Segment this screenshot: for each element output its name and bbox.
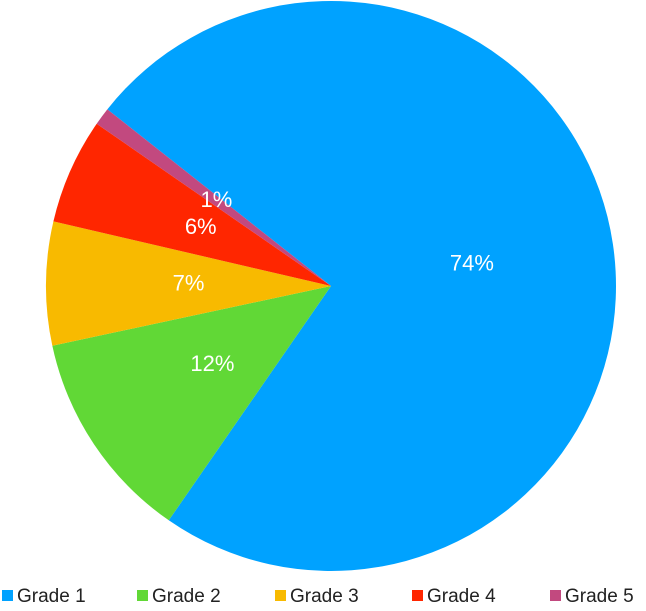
legend-label: Grade 3: [290, 586, 359, 607]
legend-swatch: [137, 590, 148, 601]
legend-swatch: [550, 590, 561, 601]
legend-label: Grade 2: [152, 586, 221, 607]
value-label: 74%: [450, 251, 494, 276]
legend-label: Grade 1: [17, 586, 86, 607]
pie-slice: [53, 123, 332, 286]
value-label: 6%: [185, 214, 217, 239]
legend-swatch: [2, 590, 13, 601]
value-label: 1%: [201, 187, 233, 212]
pie-slice: [52, 286, 331, 521]
legend-swatch: [412, 590, 423, 601]
legend-label: Grade 4: [427, 586, 496, 607]
legend-swatch: [275, 590, 286, 601]
pie-slice: [107, 1, 616, 572]
pie-slice: [45, 221, 332, 346]
value-label: 12%: [190, 351, 234, 376]
legend-label: Grade 5: [565, 586, 634, 607]
value-label: 7%: [173, 271, 205, 296]
pie-slice: [96, 109, 331, 286]
